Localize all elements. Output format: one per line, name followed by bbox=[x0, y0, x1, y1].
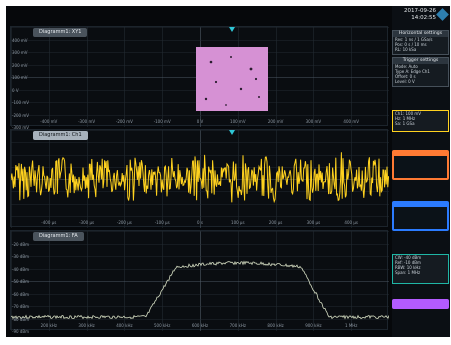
ch1-grid bbox=[11, 130, 389, 228]
x-tick-label: 400 kHz bbox=[116, 323, 133, 328]
x-tick-label: -200 mV bbox=[115, 119, 133, 124]
date-label: 2017-09-26 bbox=[404, 8, 436, 14]
y-tick-label: -30 dBm bbox=[12, 254, 29, 259]
setting-row: RL: 10 kSa bbox=[395, 47, 417, 52]
x-tick-label: 200 kHz bbox=[40, 323, 57, 328]
y-tick-label: -300 mV bbox=[12, 125, 29, 130]
xy-grid bbox=[11, 27, 389, 127]
ch1-waveform bbox=[11, 152, 389, 204]
logo-icon[interactable] bbox=[436, 8, 449, 21]
info-row: Hz: 1 MHz bbox=[395, 116, 416, 121]
xy-texture bbox=[204, 56, 260, 106]
diagram-tab[interactable]: Diagramm1: Ch1 bbox=[33, 131, 88, 140]
x-tick-label: -400 mV bbox=[40, 119, 58, 124]
spectrum-trace bbox=[11, 260, 389, 320]
y-tick-label: -50 dBm bbox=[12, 279, 29, 284]
x-tick-label: 800 kHz bbox=[267, 323, 284, 328]
y-tick-label: 300 mV bbox=[12, 50, 28, 55]
x-tick-label: 500 kHz bbox=[154, 323, 171, 328]
info-row: Ref: -10 dBm bbox=[395, 260, 421, 265]
x-tick-label: 200 µs bbox=[268, 220, 283, 225]
diagram-xy[interactable]: Diagramm1: XY1 400 mV 300 mV 200 mV 100 mV 0… bbox=[10, 26, 389, 143]
x-tick-label: 700 kHz bbox=[229, 323, 246, 328]
oscilloscope-screen: Diagramm1: XY1 400 mV 300 mV 200 mV 100 mV 0… bbox=[6, 6, 450, 337]
side-panel: 2017-09-26 14:02:55 Horizontal settings … bbox=[392, 6, 450, 337]
x-tick-label: 600 kHz bbox=[191, 323, 209, 328]
y-tick-label: -60 dBm bbox=[12, 291, 29, 297]
setting-row: Res: 1 ns / 1 GSa/s bbox=[395, 37, 433, 42]
trigger-marker[interactable] bbox=[229, 130, 235, 135]
x-tick-label: -100 µs bbox=[154, 220, 170, 225]
x-tick-label: 100 µs bbox=[231, 220, 245, 225]
y-tick-label: -100 mV bbox=[12, 100, 29, 105]
ch1-info-panel[interactable]: Ch1: 100 mV Hz: 1 MHz Sa: 1 GSa bbox=[392, 110, 449, 132]
channel-thumbnail-blue[interactable] bbox=[392, 201, 449, 231]
diagram-ch1[interactable]: Diagramm1: Ch1 -400 µs -300 µs -200 µs -100… bbox=[10, 129, 389, 228]
x-tick-label: -100 mV bbox=[153, 119, 171, 124]
y-tick-label: -70 dBm bbox=[12, 304, 29, 309]
x-tick-label: 100 mV bbox=[230, 119, 246, 124]
y-tick-label: 100 mV bbox=[12, 75, 28, 80]
x-tick-label: 200 mV bbox=[267, 119, 284, 124]
setting-row: Mode: Auto bbox=[395, 64, 418, 69]
y-tick-label: -90 dBm bbox=[12, 329, 29, 334]
x-tick-label: 1 MHz bbox=[345, 323, 358, 328]
xy-plot-shape bbox=[196, 47, 268, 111]
setting-row: Type A: Edge Ch1 bbox=[395, 69, 430, 74]
info-row: Ch1: 100 mV bbox=[395, 111, 422, 116]
diagram-tab[interactable]: Diagramm1: FA bbox=[33, 232, 84, 241]
x-tick-label: 0 s bbox=[197, 220, 203, 225]
x-tick-label: 400 mV bbox=[343, 119, 359, 124]
y-tick-label: 400 mV bbox=[12, 37, 28, 43]
y-tick-label: -80 dBm bbox=[12, 316, 29, 322]
diagram-spectrum[interactable]: Diagramm1: FA -20 dBm -30 dBm -40 dBm -50 d… bbox=[10, 230, 389, 334]
x-tick-label: 300 mV bbox=[305, 119, 322, 124]
x-tick-label: 300 µs bbox=[306, 220, 321, 225]
channel-thumbnail-orange[interactable] bbox=[392, 150, 449, 180]
setting-row: Offset: 0 s bbox=[395, 74, 416, 79]
x-tick-label: -300 µs bbox=[79, 220, 95, 225]
time-label: 14:02:55 bbox=[411, 14, 436, 21]
trigger-settings-panel[interactable]: Trigger settings Mode: Auto Type A: Edge… bbox=[392, 57, 449, 87]
panel-title: Horizontal settings bbox=[393, 31, 448, 37]
trigger-marker[interactable] bbox=[229, 27, 235, 32]
x-tick-label: 300 kHz bbox=[78, 323, 95, 328]
y-tick-label: -20 dBm bbox=[12, 241, 29, 247]
info-row: Sa: 1 GSa bbox=[395, 121, 415, 126]
spectrum-grid bbox=[11, 231, 389, 331]
fa-info-panel[interactable]: CW: -40 dBm Ref: -10 dBm RBW: 10 kHz Spa… bbox=[392, 254, 449, 284]
x-tick-label: 900 kHz bbox=[305, 323, 322, 328]
y-tick-label: 0 V bbox=[12, 87, 19, 93]
horizontal-settings-panel[interactable]: Horizontal settings Res: 1 ns / 1 GSa/s … bbox=[392, 30, 449, 55]
info-row: Span: 1 MHz bbox=[395, 270, 421, 275]
info-row: RBW: 10 kHz bbox=[395, 265, 421, 270]
diagram-tab[interactable]: Diagramm1: XY1 bbox=[33, 28, 88, 37]
y-tick-label: 200 mV bbox=[12, 62, 28, 68]
x-tick-label: -400 µs bbox=[41, 220, 57, 225]
x-tick-label: 0 V bbox=[196, 119, 204, 124]
info-row: CW: -40 dBm bbox=[395, 255, 422, 260]
channel-thumbnail-purple[interactable] bbox=[392, 299, 449, 309]
x-tick-label: 400 µs bbox=[344, 220, 358, 225]
x-tick-label: -300 mV bbox=[78, 119, 96, 124]
panel-title: Trigger settings bbox=[393, 58, 448, 64]
setting-row: Level: 0 V bbox=[395, 79, 415, 84]
clock: 2017-09-26 14:02:55 bbox=[392, 8, 436, 21]
y-tick-label: -200 mV bbox=[12, 112, 29, 118]
setting-row: Pos: 0 s / 10 ms bbox=[395, 42, 427, 47]
x-tick-label: -200 µs bbox=[116, 220, 132, 225]
y-tick-label: -40 dBm bbox=[12, 266, 29, 272]
